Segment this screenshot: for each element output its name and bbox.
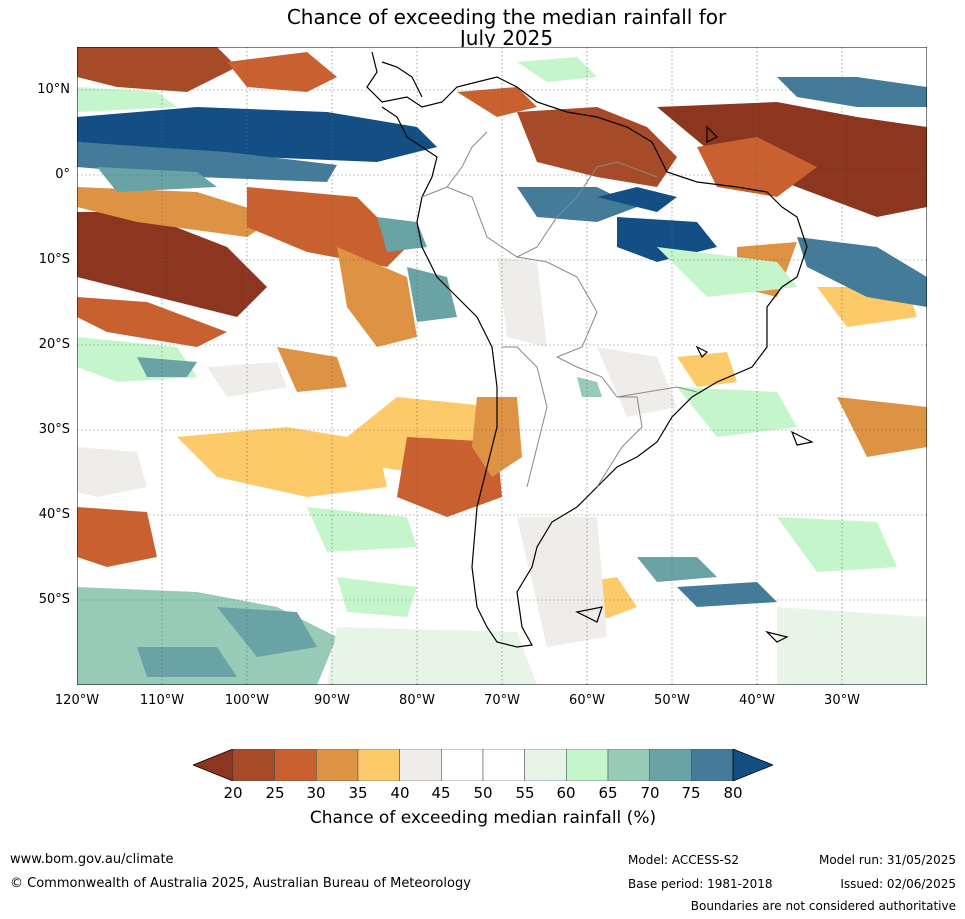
neutral-regions — [77, 257, 677, 647]
country-borders — [421, 131, 698, 488]
footer-model-run: Model run: 31/05/2025 — [818, 853, 956, 867]
legend-color-box — [316, 749, 359, 781]
legend-tick-70: 70 — [640, 784, 660, 802]
lat-label-50s: 50°S — [38, 592, 70, 607]
footer-disclaimer: Boundaries are not considered authoritat… — [690, 899, 956, 913]
lat-label-10n: 10°N — [37, 82, 70, 97]
map-title: Chance of exceeding the median rainfall … — [286, 5, 727, 29]
legend-color-box — [399, 749, 442, 781]
lon-label-70w: 70°W — [484, 693, 520, 708]
lat-label-10s: 10°S — [38, 252, 70, 267]
legend-color-box — [649, 749, 692, 781]
legend-color-box — [524, 749, 567, 781]
legend-color-box — [274, 749, 317, 781]
lon-label-50w: 50°W — [654, 693, 690, 708]
coastline — [366, 51, 814, 648]
legend-color-box — [441, 749, 484, 781]
footer-issued: Issued: 02/06/2025 — [840, 877, 956, 891]
lon-label-30w: 30°W — [824, 693, 860, 708]
footer-url: www.bom.gov.au/climate — [10, 852, 174, 867]
legend-tick-25: 25 — [265, 784, 285, 802]
legend-color-box — [607, 749, 650, 781]
legend-low-extend — [193, 749, 234, 781]
legend-tick-30: 30 — [306, 784, 326, 802]
map-graticule — [77, 47, 927, 685]
legend-tick-75: 75 — [681, 784, 701, 802]
lon-label-120w: 120°W — [54, 693, 100, 708]
dry-anomaly-regions — [77, 47, 927, 622]
legend-color-box — [357, 749, 400, 781]
legend-tick-35: 35 — [348, 784, 368, 802]
lat-label-40s: 40°S — [38, 507, 70, 522]
footer-model: Model: ACCESS-S2 — [628, 853, 740, 867]
legend-tick-45: 45 — [431, 784, 451, 802]
legend-color-box — [232, 749, 275, 781]
legend-tick-50: 50 — [473, 784, 493, 802]
legend-label: Chance of exceeding median rainfall (%) — [309, 808, 657, 828]
lon-label-100w: 100°W — [224, 693, 270, 708]
legend-color-box — [482, 749, 525, 781]
rainfall-map — [77, 47, 927, 685]
lon-label-60w: 60°W — [569, 693, 605, 708]
map-subtitle: July 2025 — [459, 26, 554, 50]
legend-tick-80: 80 — [723, 784, 743, 802]
legend-tick-60: 60 — [556, 784, 576, 802]
legend-color-box — [566, 749, 609, 781]
footer-copyright: © Commonwealth of Australia 2025, Austra… — [10, 876, 471, 891]
legend-tick-65: 65 — [598, 784, 618, 802]
legend-high-extend — [732, 749, 773, 781]
lat-label-20s: 20°S — [38, 337, 70, 352]
legend-colorbar — [193, 749, 773, 781]
legend-tick-20: 20 — [223, 784, 243, 802]
wet-anomaly-regions — [77, 57, 927, 685]
lat-label-0: 0° — [55, 167, 70, 182]
legend-tick-55: 55 — [515, 784, 535, 802]
lat-label-30s: 30°S — [38, 422, 70, 437]
lon-label-110w: 110°W — [139, 693, 185, 708]
lon-label-90w: 90°W — [314, 693, 350, 708]
lon-label-40w: 40°W — [739, 693, 775, 708]
footer-base-period: Base period: 1981-2018 — [628, 877, 773, 891]
lon-label-80w: 80°W — [399, 693, 435, 708]
legend-tick-40: 40 — [390, 784, 410, 802]
legend-color-box — [691, 749, 734, 781]
